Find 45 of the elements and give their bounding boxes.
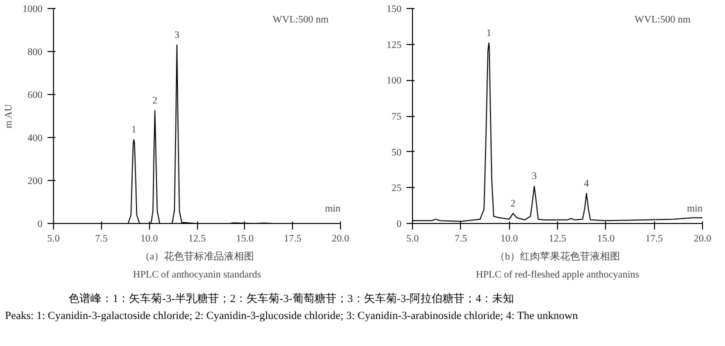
annotation: WVL:500 nm <box>634 14 691 26</box>
y-tick-label: 150 <box>386 4 402 15</box>
annotation: 1 <box>486 28 492 39</box>
x-tick-label: 5.0 <box>47 234 60 244</box>
y-tick-label: 0 <box>396 219 402 230</box>
annotation: WVL:500 nm <box>272 14 329 26</box>
y-tick-label: 25 <box>392 183 402 194</box>
text: HPLC of red-fleshed apple anthocyanins <box>476 270 640 280</box>
y-tick-label: 600 <box>28 90 42 101</box>
x-tick-label: 17.5 <box>284 234 302 244</box>
y-tick-label: 800 <box>28 47 42 58</box>
y-tick-label: 1000 <box>22 4 42 15</box>
x-axis-title: min <box>324 204 341 214</box>
x-tick-label: 7.5 <box>454 234 468 244</box>
x-tick-label: 15.0 <box>236 234 254 244</box>
y-axis-title: m AU <box>4 103 14 128</box>
x-axis-title: min <box>686 204 703 214</box>
y-tick-label: 125 <box>386 40 402 51</box>
x-tick-label: 20.0 <box>694 234 712 244</box>
annotation: 2 <box>152 96 158 107</box>
y-tick-label: 50 <box>392 147 402 158</box>
annotation: 1 <box>131 124 136 136</box>
y-tick-label: 0 <box>38 219 42 230</box>
annotation: 4 <box>584 178 589 190</box>
x-tick-label: 10.0 <box>140 234 158 244</box>
x-tick-label: 20.0 <box>332 234 350 244</box>
x-tick-label: 15.0 <box>597 234 615 244</box>
text: （b）红肉苹果花色苷液相图 <box>495 250 620 262</box>
annotation: 2 <box>510 198 516 210</box>
text: 色谱峰：1：矢车菊-3-半乳糖苷；2：矢车菊-3-葡萄糖苷；3：矢车菊-3-阿拉伯糖苷；4：未知 <box>68 292 516 307</box>
x-tick-label: 10.0 <box>500 234 518 244</box>
y-tick-label: 75 <box>392 112 402 122</box>
y-tick-label: 400 <box>28 133 42 144</box>
x-tick-label: 12.5 <box>188 234 206 244</box>
text: （a）花色苷标准品液相图 <box>140 250 254 262</box>
text: HPLC of anthocyanin standards <box>132 270 262 280</box>
y-tick-label: 100 <box>386 76 402 87</box>
x-tick-label: 5.0 <box>406 234 419 244</box>
text: Peaks: 1: Cyanidin-3-galactoside chloride; 2: Cyanidin-3-glucoside chloride; 3: Cyanidin-3-arabinoside chloride; 4: The unknown <box>5 309 578 324</box>
x-tick-label: 17.5 <box>645 234 663 244</box>
x-tick-label: 7.5 <box>95 234 108 244</box>
annotation: 3 <box>174 30 180 42</box>
y-tick-label: 200 <box>28 176 42 187</box>
annotation: 3 <box>532 171 537 182</box>
x-tick-label: 12.5 <box>548 234 566 244</box>
